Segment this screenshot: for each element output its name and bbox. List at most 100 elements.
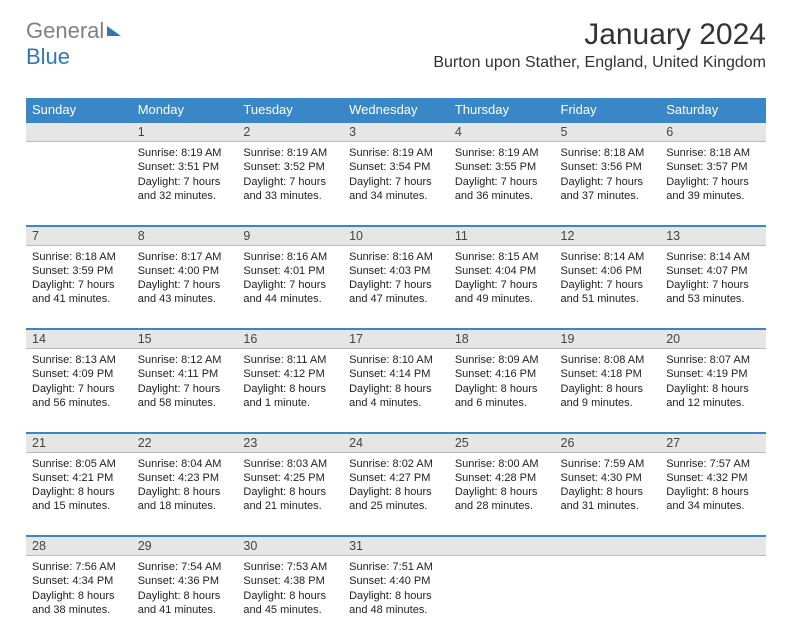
daylight-text: Daylight: 8 hours [349, 589, 443, 603]
col-sunday: Sunday [26, 98, 132, 122]
daylight-text: Daylight: 8 hours [138, 485, 232, 499]
day-content-cell: Sunrise: 7:56 AMSunset: 4:34 PMDaylight:… [26, 556, 132, 640]
sunset-text: Sunset: 3:51 PM [138, 160, 232, 174]
brand-line2: Blue [26, 44, 70, 70]
daylight-text: Daylight: 8 hours [243, 382, 337, 396]
week-daynum-row: 14151617181920 [26, 329, 766, 349]
day-content-cell: Sunrise: 7:51 AMSunset: 4:40 PMDaylight:… [343, 556, 449, 640]
daylight-text: Daylight: 8 hours [561, 382, 655, 396]
sunrise-text: Sunrise: 8:10 AM [349, 353, 443, 367]
day-number-cell: 4 [449, 122, 555, 142]
sunrise-text: Sunrise: 8:19 AM [349, 146, 443, 160]
day-content-cell: Sunrise: 7:57 AMSunset: 4:32 PMDaylight:… [660, 452, 766, 536]
daylight-text: Daylight: 8 hours [349, 382, 443, 396]
sunrise-text: Sunrise: 8:16 AM [243, 250, 337, 264]
col-monday: Monday [132, 98, 238, 122]
daylight-text: and 34 minutes. [666, 499, 760, 513]
day-content-cell [660, 556, 766, 640]
week-content-row: Sunrise: 8:05 AMSunset: 4:21 PMDaylight:… [26, 452, 766, 536]
day-content-cell [26, 142, 132, 226]
sunrise-text: Sunrise: 8:19 AM [455, 146, 549, 160]
day-content-cell: Sunrise: 8:19 AMSunset: 3:54 PMDaylight:… [343, 142, 449, 226]
daylight-text: Daylight: 7 hours [666, 278, 760, 292]
sunrise-text: Sunrise: 8:17 AM [138, 250, 232, 264]
daylight-text: and 51 minutes. [561, 292, 655, 306]
sunrise-text: Sunrise: 8:04 AM [138, 457, 232, 471]
daylight-text: Daylight: 8 hours [138, 589, 232, 603]
sunrise-text: Sunrise: 8:02 AM [349, 457, 443, 471]
day-number-cell: 18 [449, 329, 555, 349]
day-number-cell: 23 [237, 433, 343, 453]
sunrise-text: Sunrise: 8:12 AM [138, 353, 232, 367]
day-content-cell: Sunrise: 8:07 AMSunset: 4:19 PMDaylight:… [660, 349, 766, 433]
day-content-cell: Sunrise: 8:02 AMSunset: 4:27 PMDaylight:… [343, 452, 449, 536]
sunset-text: Sunset: 4:30 PM [561, 471, 655, 485]
day-content-cell: Sunrise: 8:14 AMSunset: 4:06 PMDaylight:… [555, 245, 661, 329]
week-content-row: Sunrise: 7:56 AMSunset: 4:34 PMDaylight:… [26, 556, 766, 640]
daylight-text: and 39 minutes. [666, 189, 760, 203]
sunrise-text: Sunrise: 8:09 AM [455, 353, 549, 367]
daylight-text: and 12 minutes. [666, 396, 760, 410]
daylight-text: Daylight: 7 hours [455, 175, 549, 189]
daylight-text: and 58 minutes. [138, 396, 232, 410]
day-number-cell: 29 [132, 536, 238, 556]
sunset-text: Sunset: 4:04 PM [455, 264, 549, 278]
daylight-text: and 43 minutes. [138, 292, 232, 306]
day-content-cell: Sunrise: 8:08 AMSunset: 4:18 PMDaylight:… [555, 349, 661, 433]
sunset-text: Sunset: 4:14 PM [349, 367, 443, 381]
sunset-text: Sunset: 4:32 PM [666, 471, 760, 485]
daylight-text: and 18 minutes. [138, 499, 232, 513]
day-content-cell [555, 556, 661, 640]
sunrise-text: Sunrise: 8:00 AM [455, 457, 549, 471]
sunset-text: Sunset: 4:40 PM [349, 574, 443, 588]
day-number-cell: 16 [237, 329, 343, 349]
day-number-cell: 2 [237, 122, 343, 142]
daylight-text: Daylight: 8 hours [561, 485, 655, 499]
daylight-text: and 34 minutes. [349, 189, 443, 203]
daylight-text: and 1 minute. [243, 396, 337, 410]
day-content-cell: Sunrise: 8:11 AMSunset: 4:12 PMDaylight:… [237, 349, 343, 433]
week-content-row: Sunrise: 8:18 AMSunset: 3:59 PMDaylight:… [26, 245, 766, 329]
sunrise-text: Sunrise: 8:03 AM [243, 457, 337, 471]
day-number-cell: 14 [26, 329, 132, 349]
sunrise-text: Sunrise: 8:14 AM [561, 250, 655, 264]
daylight-text: Daylight: 7 hours [138, 278, 232, 292]
sunrise-text: Sunrise: 8:14 AM [666, 250, 760, 264]
sunrise-text: Sunrise: 8:19 AM [243, 146, 337, 160]
daylight-text: and 15 minutes. [32, 499, 126, 513]
week-content-row: Sunrise: 8:19 AM Sunset: 3:51 PM Daylight:… [26, 142, 766, 226]
day-number-cell: 27 [660, 433, 766, 453]
daylight-text: Daylight: 8 hours [666, 485, 760, 499]
daylight-text: Daylight: 7 hours [561, 278, 655, 292]
day-number-cell: 12 [555, 226, 661, 246]
daylight-text: Daylight: 7 hours [138, 382, 232, 396]
sunset-text: Sunset: 4:21 PM [32, 471, 126, 485]
sunset-text: Sunset: 4:18 PM [561, 367, 655, 381]
day-number-cell: 20 [660, 329, 766, 349]
daylight-text: and 45 minutes. [243, 603, 337, 617]
day-content-cell: Sunrise: 8:14 AMSunset: 4:07 PMDaylight:… [660, 245, 766, 329]
month-title: January 2024 [433, 18, 766, 52]
sunrise-text: Sunrise: 8:07 AM [666, 353, 760, 367]
day-content-cell: Sunrise: 8:18 AMSunset: 3:59 PMDaylight:… [26, 245, 132, 329]
sunrise-text: Sunrise: 8:18 AM [666, 146, 760, 160]
day-number-cell: 26 [555, 433, 661, 453]
col-wednesday: Wednesday [343, 98, 449, 122]
brand-part1: General [26, 18, 104, 44]
day-content-cell: Sunrise: 8:12 AMSunset: 4:11 PMDaylight:… [132, 349, 238, 433]
day-content-cell: Sunrise: 8:19 AMSunset: 3:51 PMDaylight:… [132, 142, 238, 226]
day-content-cell: Sunrise: 7:54 AMSunset: 4:36 PMDaylight:… [132, 556, 238, 640]
day-number-cell: 3 [343, 122, 449, 142]
daylight-text: and 56 minutes. [32, 396, 126, 410]
sunset-text: Sunset: 4:06 PM [561, 264, 655, 278]
daylight-text: Daylight: 8 hours [455, 382, 549, 396]
day-content-cell: Sunrise: 8:15 AMSunset: 4:04 PMDaylight:… [449, 245, 555, 329]
daylight-text: and 28 minutes. [455, 499, 549, 513]
daylight-text: Daylight: 7 hours [32, 382, 126, 396]
day-number-cell: 9 [237, 226, 343, 246]
day-number-cell: 25 [449, 433, 555, 453]
day-number-cell: 1 [132, 122, 238, 142]
sunrise-text: Sunrise: 7:57 AM [666, 457, 760, 471]
day-content-cell: Sunrise: 8:16 AMSunset: 4:03 PMDaylight:… [343, 245, 449, 329]
day-content-cell: Sunrise: 7:53 AMSunset: 4:38 PMDaylight:… [237, 556, 343, 640]
